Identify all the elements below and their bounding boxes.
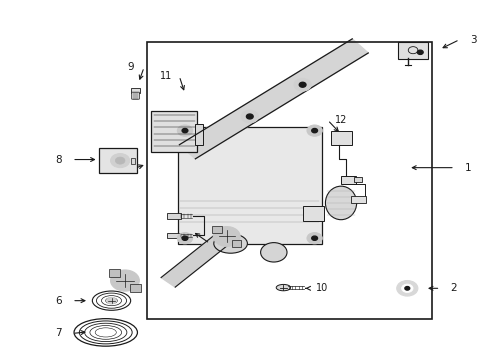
Bar — [147, 42, 432, 319]
Polygon shape — [161, 232, 233, 287]
Text: 12: 12 — [335, 115, 347, 125]
Circle shape — [307, 125, 322, 136]
FancyBboxPatch shape — [178, 127, 322, 243]
Bar — [232, 240, 241, 247]
Bar — [98, 148, 137, 173]
Circle shape — [182, 129, 188, 133]
Circle shape — [107, 297, 116, 304]
Bar — [151, 111, 197, 152]
Circle shape — [307, 233, 322, 244]
Bar — [130, 284, 141, 292]
Circle shape — [115, 157, 125, 164]
Circle shape — [182, 236, 188, 240]
Bar — [167, 233, 181, 238]
Text: 7: 7 — [55, 328, 62, 338]
Circle shape — [294, 78, 311, 91]
Text: 5: 5 — [220, 239, 227, 248]
Circle shape — [405, 287, 410, 290]
Circle shape — [177, 125, 193, 136]
Bar — [131, 87, 140, 93]
Text: 3: 3 — [470, 35, 476, 45]
Text: 6: 6 — [55, 296, 62, 306]
Bar — [303, 206, 324, 221]
Text: 10: 10 — [316, 283, 328, 293]
Circle shape — [177, 233, 193, 244]
Text: 11: 11 — [160, 71, 172, 81]
Bar — [109, 269, 120, 277]
FancyBboxPatch shape — [398, 42, 428, 59]
Circle shape — [417, 50, 423, 54]
Text: 8: 8 — [55, 154, 62, 165]
Ellipse shape — [261, 243, 287, 262]
Polygon shape — [179, 39, 368, 159]
Bar — [212, 226, 222, 233]
Text: 9: 9 — [127, 62, 134, 72]
Bar — [331, 131, 352, 145]
Circle shape — [299, 82, 306, 87]
Ellipse shape — [276, 284, 291, 291]
Bar — [131, 158, 135, 164]
Bar — [353, 177, 362, 183]
Bar — [341, 176, 356, 184]
Circle shape — [397, 280, 418, 296]
Ellipse shape — [325, 186, 357, 220]
Circle shape — [246, 114, 253, 119]
Circle shape — [312, 129, 318, 133]
Text: 2: 2 — [451, 283, 457, 293]
Circle shape — [213, 226, 240, 246]
Circle shape — [312, 236, 318, 240]
Ellipse shape — [214, 234, 247, 253]
FancyBboxPatch shape — [132, 92, 139, 99]
Circle shape — [111, 270, 139, 291]
Bar — [167, 213, 181, 219]
Circle shape — [241, 110, 258, 123]
Text: 1: 1 — [465, 163, 471, 173]
Text: 4: 4 — [110, 166, 116, 176]
Circle shape — [111, 153, 130, 168]
Bar — [351, 196, 366, 203]
Circle shape — [401, 284, 413, 293]
Bar — [195, 123, 203, 145]
